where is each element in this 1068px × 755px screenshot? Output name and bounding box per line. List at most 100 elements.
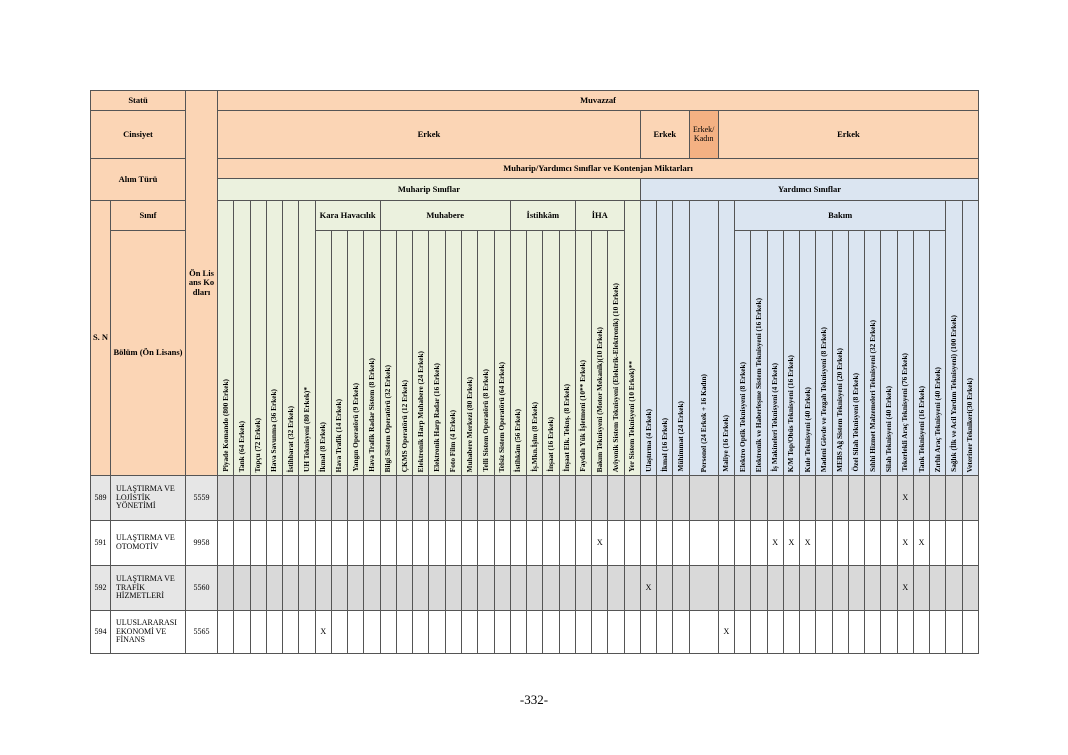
cell xyxy=(395,610,414,654)
cell xyxy=(929,475,947,521)
cell xyxy=(379,475,397,521)
column-label: UH Teknisyeni (80 Erkek)* xyxy=(301,387,311,472)
column-label: Piyade Komando (800 Erkek) xyxy=(220,379,230,472)
mark: X xyxy=(639,565,658,611)
column-header: Zırhlı Araç Teknisyeni (40 Erkek) xyxy=(929,230,947,476)
column-label: Mühimmat (24 Erkek) xyxy=(676,401,686,472)
column-label: İstihkâm (56 Erkek) xyxy=(513,408,523,472)
cell xyxy=(880,475,898,521)
column-label: Hava Trafik Radar Sistem (8 Erkek) xyxy=(367,358,377,472)
column-label: İkmal (8 Erkek) xyxy=(318,421,328,472)
column-label: Tank Teknisyeni (16 Erkek) xyxy=(916,385,926,472)
cell xyxy=(395,565,414,611)
cell xyxy=(249,610,267,654)
bolum: ULAŞTIRMA VE LOJİSTİK YÖNETİMİ xyxy=(110,475,186,521)
column-header: Hava Trafik Radar Sistem (8 Erkek) xyxy=(363,230,381,476)
column-label: Veteriner Teknikeri(30 Erkek) xyxy=(965,377,975,472)
sn-label: S. N xyxy=(90,200,111,476)
column-header: Hava Trafik (14 Erkek) xyxy=(330,230,349,476)
cell xyxy=(509,520,528,566)
column-label: Elektronik Harp Radar (16 Erkek) xyxy=(432,363,442,472)
cell xyxy=(412,565,430,611)
cell xyxy=(460,565,479,611)
column-header: İş Makineleri Teknisyeni (4 Erkek) xyxy=(766,230,784,476)
cell xyxy=(961,610,980,654)
cell xyxy=(265,565,284,611)
column-header: Topçu (72 Erkek) xyxy=(249,200,267,476)
cell xyxy=(831,475,849,521)
bolum: ULAŞTIRMA VE OTOMOTİV xyxy=(110,520,186,566)
column-header: İkmal (8 Erkek) xyxy=(314,230,332,476)
column-label: Tekerlekli Araç Teknisyeni (76 Erkek) xyxy=(900,353,910,472)
column-header: İkmal (16 Erkek) xyxy=(656,200,674,476)
column-label: Bakım Teknisyeni (Motor Mekanik)(10 Erke… xyxy=(594,326,604,472)
cell xyxy=(444,520,462,566)
column-header: Maliye (16 Erkek) xyxy=(717,200,735,476)
cell xyxy=(395,520,414,566)
column-label: Elektronik ve Haberleşme Sistem Teknisye… xyxy=(753,297,763,472)
cell xyxy=(460,520,479,566)
column-header: Yangın Operatörü (9 Erkek) xyxy=(347,230,365,476)
cell xyxy=(623,475,641,521)
cell xyxy=(782,475,801,521)
cell xyxy=(591,565,609,611)
cell xyxy=(815,565,833,611)
cell xyxy=(526,565,544,611)
cell xyxy=(282,520,300,566)
cell xyxy=(493,565,511,611)
cell xyxy=(347,565,365,611)
column-header: Yer Sistem Teknisyeni (10 Erkek)** xyxy=(623,200,641,476)
cell xyxy=(363,520,381,566)
cell xyxy=(233,520,251,566)
cell xyxy=(233,610,251,654)
cell xyxy=(249,475,267,521)
cell xyxy=(591,475,609,521)
column-header: MEBS Ağ Sistem Teknisyeni (20 Erkek) xyxy=(831,230,849,476)
cell xyxy=(216,565,235,611)
column-header: Madeni Gövde ve Tezgah Teknisyeni (8 Erk… xyxy=(815,230,833,476)
bolum-label: Bölüm (Ön Lisans) xyxy=(110,230,186,476)
cell xyxy=(847,475,866,521)
cell xyxy=(314,565,332,611)
kod: 5565 xyxy=(185,610,218,654)
cell xyxy=(460,475,479,521)
mark: X xyxy=(766,520,784,566)
cell xyxy=(799,565,817,611)
cell xyxy=(733,475,752,521)
cell xyxy=(688,475,719,521)
column-header: İstihbarat (32 Erkek) xyxy=(282,200,300,476)
cell xyxy=(282,610,300,654)
cell xyxy=(672,520,690,566)
cell xyxy=(750,475,768,521)
cell xyxy=(395,475,414,521)
cell xyxy=(298,610,316,654)
column-label: Foto Film (4 Erkek) xyxy=(448,409,458,472)
cell xyxy=(607,520,625,566)
cell xyxy=(688,520,719,566)
cell xyxy=(574,520,593,566)
cell xyxy=(607,565,625,611)
cell xyxy=(912,610,931,654)
cell xyxy=(477,475,495,521)
cell xyxy=(363,565,381,611)
cell xyxy=(880,520,898,566)
cinsiyet: Erkek xyxy=(639,110,690,159)
column-header: Ulaştırma (4 Erkek) xyxy=(639,200,658,476)
cell xyxy=(945,565,963,611)
data-row: 589 ULAŞTIRMA VE LOJİSTİK YÖNETİMİ 5559 X xyxy=(90,475,980,521)
column-header: Telsiz Sistem Operatörü (64 Erkek) xyxy=(493,230,511,476)
cell xyxy=(493,475,511,521)
group-header: Kara Havacılık xyxy=(314,200,381,231)
cell xyxy=(249,520,267,566)
cell xyxy=(249,565,267,611)
column-label: Aviyonik Sistem Teknisyeni (Elektrik-Ele… xyxy=(611,282,620,472)
cell xyxy=(477,610,495,654)
cell xyxy=(766,565,784,611)
cell xyxy=(672,475,690,521)
cell xyxy=(831,565,849,611)
column-label: K/M Top/Obüs Teknisyeni (16 Erkek) xyxy=(786,354,796,472)
cell xyxy=(428,610,446,654)
column-header: Tank (64 Erkek) xyxy=(233,200,251,476)
column-label: İnşaat Elk. Teknş. (8 Erkek) xyxy=(562,384,572,472)
cinsiyet-label: Cinsiyet xyxy=(90,110,186,159)
